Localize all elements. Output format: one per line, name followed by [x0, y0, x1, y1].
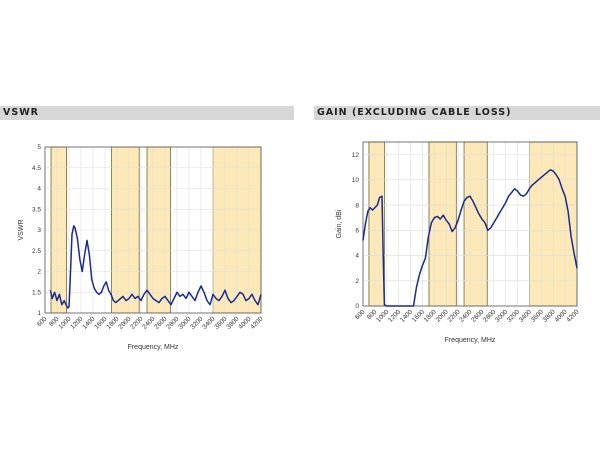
- chart-vswr-xtick-label-2: 1000: [57, 315, 72, 330]
- chart-vswr-xtick-label-18: 4200: [249, 315, 264, 330]
- chart-vswr-ytick-label-2: 2: [37, 269, 41, 276]
- chart-gain-ytick-label-4: 8: [355, 202, 359, 209]
- chart-gain-series-0-line: [362, 169, 578, 307]
- chart-vswr-ytick-label-6: 4: [37, 186, 41, 193]
- chart-vswr-xtick-label-4: 1400: [81, 315, 96, 330]
- chart-gain-band-1: [428, 141, 457, 307]
- chart-vswr-ylabel: VSWR: [18, 220, 25, 241]
- chart-vswr-xtick-label-7: 2000: [117, 315, 132, 330]
- chart-vswr-ytick-label-4: 3: [37, 227, 41, 234]
- chart-vswr-ytick-label-5: 3.5: [32, 206, 41, 213]
- chart-gain-ytick-label-2: 4: [355, 253, 359, 260]
- chart-vswr-ytick-label-1: 1.5: [32, 289, 41, 296]
- vswr-panel-header: VSWR: [0, 106, 294, 120]
- vswr-panel-title: VSWR: [3, 107, 39, 118]
- chart-gain-xtick-label-18: 4200: [565, 308, 580, 323]
- chart-vswr-xtick-label-13: 3200: [189, 315, 204, 330]
- gain-panel-title: GAIN (EXCLUDING CABLE LOSS): [317, 107, 512, 118]
- chart-gain-ytick-label-6: 12: [352, 152, 360, 159]
- chart-vswr-ytick-label-8: 5: [37, 144, 41, 151]
- chart-vswr-ytick-label-3: 2.5: [32, 248, 41, 255]
- chart-vswr-frame: [44, 146, 262, 314]
- chart-vswr-xtick-label-11: 2800: [165, 315, 180, 330]
- chart-vswr-xtick-label-14: 3400: [201, 315, 216, 330]
- chart-vswr-xtick-label-3: 1200: [69, 315, 84, 330]
- chart-vswr-ytick-label-0: 1: [37, 310, 41, 317]
- gain-panel-header: GAIN (EXCLUDING CABLE LOSS): [314, 106, 600, 120]
- chart-gain-frame: [362, 141, 578, 307]
- chart-gain-ytick-label-0: 0: [355, 303, 359, 310]
- chart-vswr-series-0-line: [49, 225, 262, 309]
- chart-vswr-xtick-label-12: 3000: [177, 315, 192, 330]
- chart-gain-xtick-label-0: 600: [354, 308, 367, 321]
- chart-vswr-xtick-label-16: 3800: [225, 315, 240, 330]
- chart-gain-ytick-label-3: 6: [355, 228, 359, 235]
- chart-vswr-xtick-label-5: 1600: [93, 315, 108, 330]
- chart-vswr-xlabel: Frequency, MHz: [128, 344, 179, 351]
- chart-vswr-xtick-label-0: 600: [36, 315, 49, 328]
- chart-vswr-xtick-label-8: 2200: [129, 315, 144, 330]
- chart-vswr-xtick-label-10: 2600: [153, 315, 168, 330]
- chart-gain-ytick-label-5: 10: [352, 177, 360, 184]
- chart-vswr-xtick-label-9: 2400: [141, 315, 156, 330]
- chart-gain-ytick-label-1: 2: [355, 278, 359, 285]
- chart-gain-ylabel: Gain, dBi: [336, 209, 343, 238]
- chart-vswr-xtick-label-17: 4000: [237, 315, 252, 330]
- chart-vswr-xtick-label-6: 1800: [105, 315, 120, 330]
- chart-gain-xlabel: Frequency, MHz: [445, 337, 496, 344]
- chart-gain-band-2: [463, 141, 488, 307]
- chart-vswr-ytick-label-7: 4.5: [32, 165, 41, 172]
- chart-vswr-xtick-label-15: 3600: [213, 315, 228, 330]
